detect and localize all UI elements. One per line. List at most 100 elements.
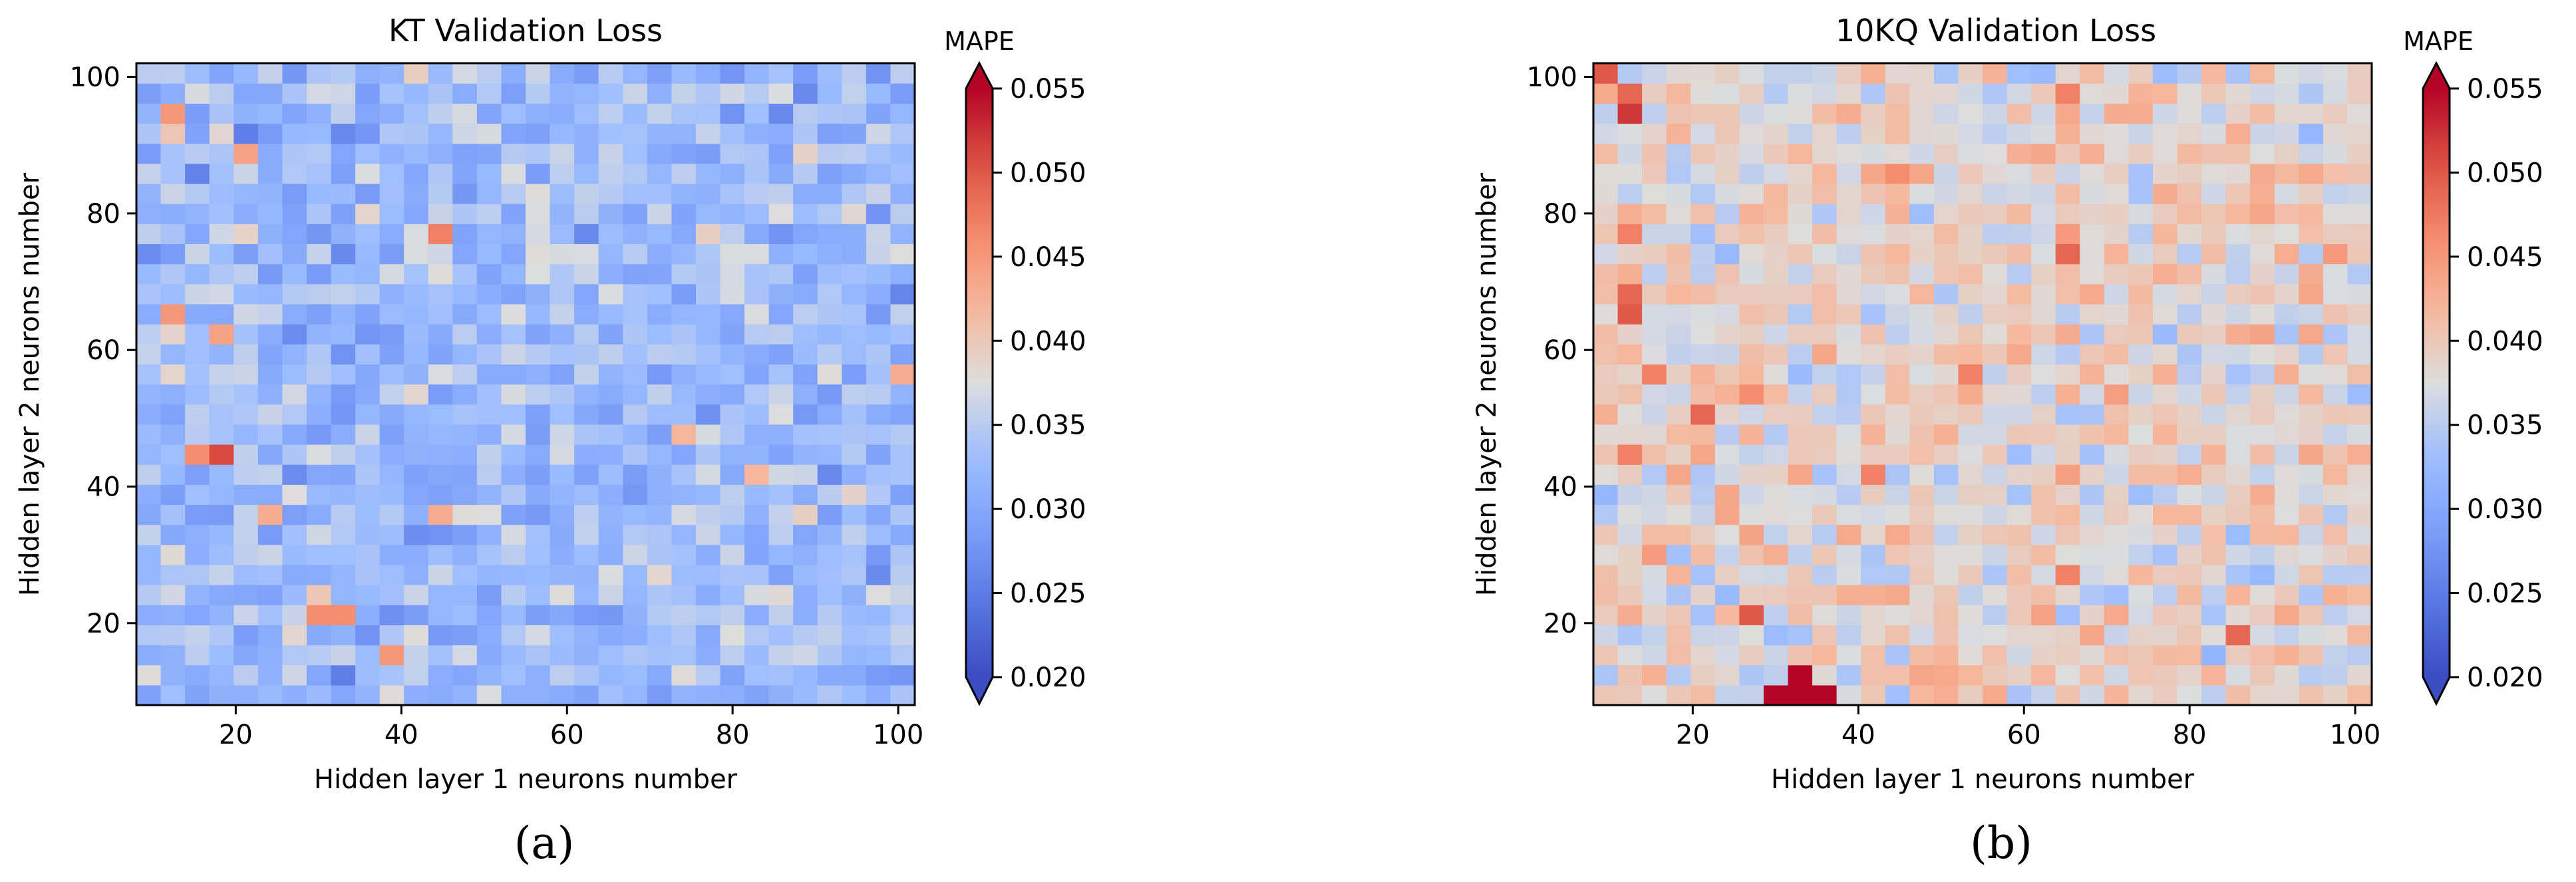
heatmap-cell <box>2299 63 2324 84</box>
heatmap-cell <box>1812 524 1838 545</box>
heatmap-cell <box>1812 384 1838 405</box>
heatmap-cell <box>136 83 162 104</box>
heatmap-cell <box>623 664 648 686</box>
heatmap-cell <box>306 344 332 365</box>
heatmap-cell <box>2080 664 2105 686</box>
heatmap-cell <box>1690 504 1716 525</box>
heatmap-cell <box>1739 384 1764 405</box>
heatmap-cell <box>1739 684 1764 706</box>
heatmap-cell <box>744 103 770 124</box>
heatmap-cell <box>647 263 672 285</box>
heatmap-cell <box>1617 664 1643 686</box>
heatmap-cell <box>2323 364 2348 385</box>
heatmap-cell <box>2250 424 2275 445</box>
heatmap-cell <box>1958 103 1983 124</box>
heatmap-cell <box>1739 424 1764 445</box>
heatmap-cell <box>890 324 915 345</box>
heatmap-cell <box>1690 63 1716 84</box>
heatmap-cell <box>185 404 210 425</box>
chart-title: 10KQ Validation Loss <box>1836 13 2156 49</box>
heatmap-cell <box>404 204 429 224</box>
heatmap-cell <box>695 63 721 84</box>
heatmap-cell <box>1958 204 1983 224</box>
heatmap-cell <box>234 404 259 425</box>
heatmap-cell <box>1812 564 1838 585</box>
heatmap-cell <box>2323 83 2348 104</box>
heatmap-cell <box>2225 605 2251 625</box>
heatmap-cell <box>282 544 307 565</box>
heatmap-cell <box>234 183 259 204</box>
heatmap-cell <box>2007 223 2032 245</box>
heatmap-cell <box>598 63 623 84</box>
heatmap-cell <box>817 344 842 365</box>
heatmap-cell <box>1788 645 1813 666</box>
heatmap-cell <box>2055 524 2080 545</box>
heatmap-cell <box>1933 283 1959 305</box>
heatmap-cell <box>817 263 842 285</box>
heatmap-cell <box>1885 364 1910 385</box>
heatmap-cell <box>720 404 745 425</box>
heatmap-cell <box>379 324 404 345</box>
heatmap-cell <box>1933 504 1959 525</box>
heatmap-cell <box>2152 303 2178 325</box>
heatmap-cell <box>209 303 234 325</box>
x-tick-label: 40 <box>385 720 418 750</box>
heatmap-cell <box>1909 143 1935 164</box>
heatmap-cell <box>331 223 356 245</box>
heatmap-cell <box>598 404 623 425</box>
heatmap-cell <box>720 544 745 565</box>
heatmap-cell <box>476 444 502 465</box>
heatmap-cell <box>2225 564 2251 585</box>
heatmap-cell <box>817 625 842 646</box>
heatmap-cell <box>598 83 623 104</box>
heatmap-cell <box>282 143 307 164</box>
heatmap-cell <box>817 645 842 666</box>
heatmap-cell <box>2250 303 2275 325</box>
heatmap-cell <box>1909 625 1935 646</box>
heatmap-cell <box>404 664 429 686</box>
heatmap-cell <box>2299 223 2324 245</box>
heatmap-cell <box>1642 223 1667 245</box>
heatmap-cell <box>744 645 770 666</box>
heatmap-cell <box>526 83 551 104</box>
heatmap-cell <box>2080 585 2105 605</box>
heatmap-cell <box>404 163 429 184</box>
heatmap-cell <box>185 204 210 224</box>
heatmap-cell <box>890 163 915 184</box>
heatmap-cell <box>282 83 307 104</box>
heatmap-cell <box>306 123 332 144</box>
heatmap-cell <box>1933 605 1959 625</box>
heatmap-cell <box>452 223 478 245</box>
heatmap-cell <box>2104 223 2129 245</box>
heatmap-cell <box>2274 625 2299 646</box>
heatmap-cell <box>1933 444 1959 465</box>
heatmap-cell <box>1617 544 1643 565</box>
heatmap-cell <box>160 344 186 365</box>
heatmap-cell <box>842 424 867 445</box>
colorbar-tick-label: 0.050 <box>2467 158 2543 188</box>
heatmap-cell <box>574 103 599 124</box>
heatmap-cell <box>2152 625 2178 646</box>
heatmap-cell <box>379 364 404 385</box>
heatmap-cell <box>842 664 867 686</box>
heatmap-cell <box>501 504 526 525</box>
heatmap-cell <box>866 384 891 405</box>
heatmap-cell <box>476 605 502 625</box>
heatmap-cell <box>574 424 599 445</box>
heatmap-cell <box>2225 223 2251 245</box>
heatmap-cell <box>257 283 283 305</box>
heatmap-cell <box>2201 283 2227 305</box>
heatmap-cell <box>1861 344 1886 365</box>
heatmap-cell <box>623 123 648 144</box>
heatmap-cell <box>1666 324 1691 345</box>
heatmap-cell <box>1690 564 1716 585</box>
x-tick-label: 20 <box>1676 720 1710 750</box>
heatmap-cell <box>598 103 623 124</box>
heatmap-cell <box>1788 83 1813 104</box>
heatmap-cell <box>2152 424 2178 445</box>
heatmap-cell <box>1642 605 1667 625</box>
heatmap-cell <box>1666 664 1691 686</box>
heatmap-cell <box>1642 183 1667 204</box>
heatmap-cell <box>1885 123 1910 144</box>
